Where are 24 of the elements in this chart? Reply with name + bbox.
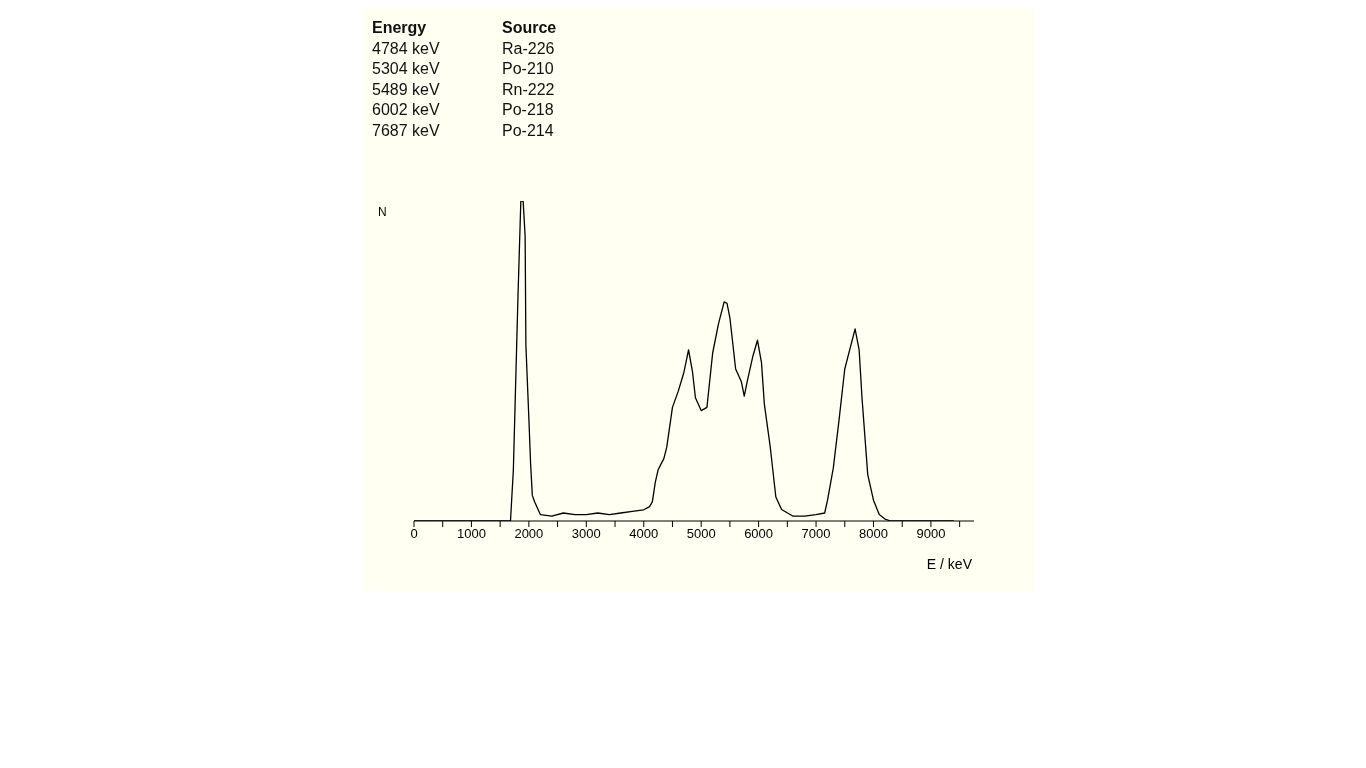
text: Energy [372,18,428,38]
x-tick-label: 9000 [916,526,946,542]
text: Po-218 [502,100,555,120]
text: Ra-226 [502,38,556,59]
text: 5489 keV [372,79,441,100]
text: 5304 keV [372,59,441,79]
text: Po-210 [502,59,555,79]
text: 4784 keV [372,38,441,59]
x-tick-label: 2000 [514,526,544,542]
text: Rn-222 [502,79,556,100]
x-tick-label: 0 [410,526,418,542]
x-tick-label: 7000 [801,526,831,542]
x-tick-label: 3000 [571,526,601,542]
text: 7687 keV [372,120,441,141]
x-axis-title: E / keV [926,556,973,572]
x-tick-label: 1000 [456,526,486,542]
text: Po-214 [502,120,555,141]
text: Source [502,18,558,38]
x-tick-label: 6000 [744,526,774,542]
x-tick-label: 5000 [686,526,716,542]
x-tick-label: 4000 [629,526,659,542]
text: 6002 keV [372,100,441,120]
y-axis-title: N [378,205,387,219]
x-tick-label: 8000 [859,526,888,542]
